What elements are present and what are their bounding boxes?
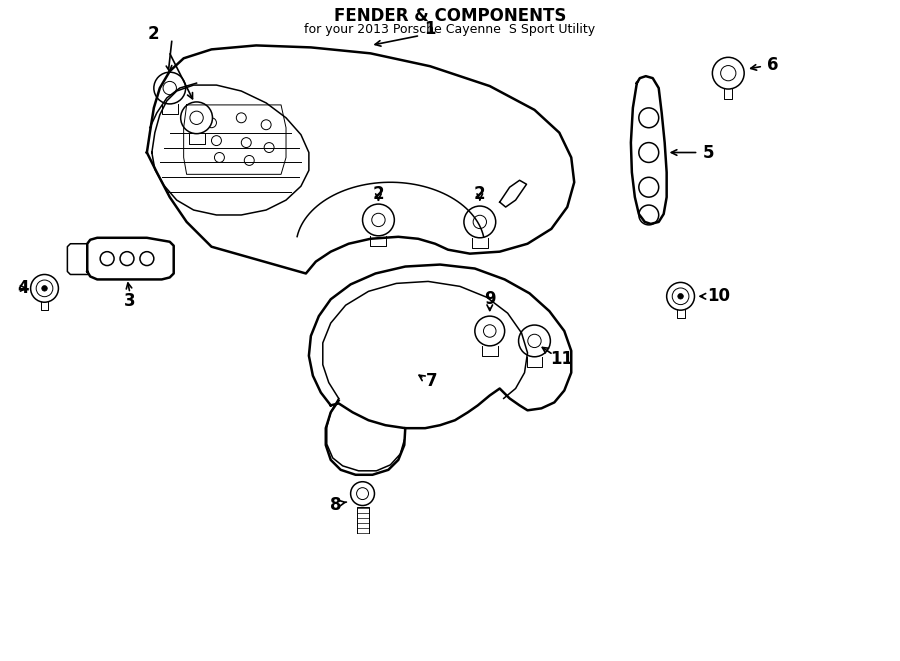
- Text: 11: 11: [550, 350, 572, 368]
- Text: 8: 8: [330, 496, 341, 514]
- Text: 7: 7: [427, 371, 438, 389]
- Text: FENDER & COMPONENTS: FENDER & COMPONENTS: [334, 7, 566, 24]
- Text: 2: 2: [474, 185, 486, 203]
- Circle shape: [31, 274, 58, 302]
- Text: 2: 2: [373, 185, 384, 203]
- Text: 9: 9: [484, 290, 496, 308]
- Circle shape: [41, 286, 48, 291]
- Circle shape: [518, 325, 551, 357]
- Circle shape: [713, 58, 744, 89]
- Circle shape: [678, 293, 683, 299]
- Circle shape: [363, 204, 394, 236]
- Text: 6: 6: [767, 56, 778, 74]
- Text: for your 2013 Porsche Cayenne  S Sport Utility: for your 2013 Porsche Cayenne S Sport Ut…: [304, 23, 596, 36]
- Text: 10: 10: [706, 288, 730, 305]
- Circle shape: [154, 72, 185, 104]
- Text: 4: 4: [17, 280, 29, 297]
- Text: 3: 3: [124, 292, 136, 310]
- Circle shape: [181, 102, 212, 134]
- Text: 5: 5: [703, 143, 714, 161]
- Text: 1: 1: [425, 20, 436, 38]
- Circle shape: [667, 282, 695, 310]
- Circle shape: [351, 482, 374, 506]
- Text: 2: 2: [148, 24, 159, 42]
- Circle shape: [464, 206, 496, 238]
- Circle shape: [475, 316, 505, 346]
